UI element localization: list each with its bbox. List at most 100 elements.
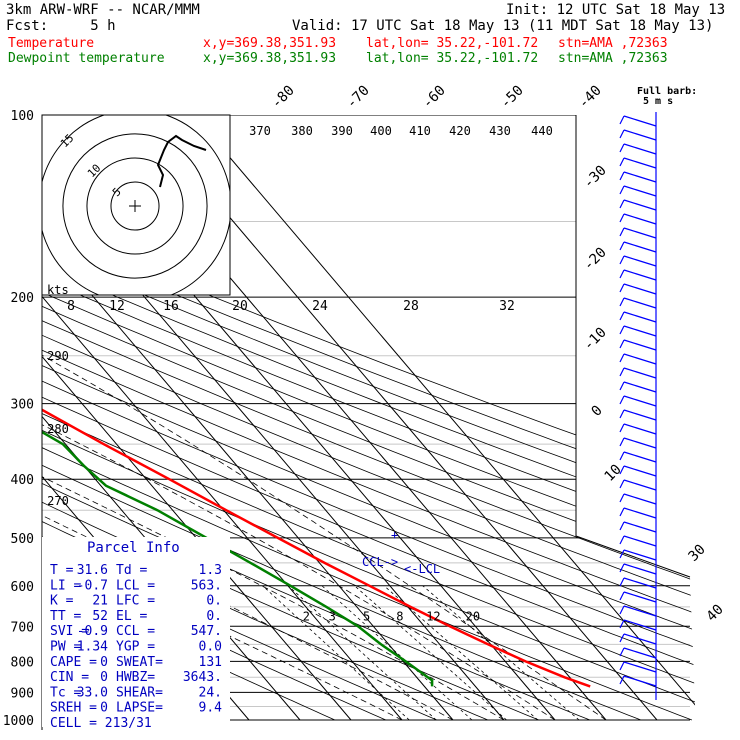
parcel-info-value: 0.	[206, 609, 222, 624]
isotherm-label: 0	[589, 403, 606, 420]
dry-adiabat-label: 290	[47, 349, 69, 363]
parcel-info-label: YGP =	[116, 640, 155, 655]
parcel-info-label: EL =	[116, 609, 147, 624]
wind-barb	[619, 549, 657, 561]
wind-barb-flag	[619, 339, 625, 349]
wind-barb-flag	[619, 283, 625, 293]
model-title: 3km ARW-WRF -- NCAR/MMM	[6, 2, 200, 18]
wind-barb	[619, 395, 657, 407]
isotherm-label: -30	[581, 163, 610, 192]
wind-barb	[619, 171, 657, 183]
wind-barb	[619, 423, 657, 435]
wind-barb	[619, 311, 657, 323]
parcel-info-label: T =	[50, 563, 74, 578]
wind-barb-flag	[619, 199, 625, 209]
wind-barb-shaft	[623, 353, 657, 365]
wind-barb	[619, 437, 657, 449]
wind-barb	[619, 675, 657, 687]
parcel-info-label: SVI =	[50, 624, 89, 639]
dry-adiabat-line	[42, 115, 336, 721]
dry-adiabat-line	[42, 115, 642, 721]
wind-barb	[619, 339, 657, 351]
dewpoint-profile-line	[42, 115, 434, 687]
dry-adiabat-line	[42, 115, 696, 721]
wind-barb-shaft	[623, 465, 657, 477]
legend-dewpoint-stn: stn=AMA ,72363	[558, 51, 668, 66]
wind-barb-shaft	[623, 633, 657, 645]
wind-barb-shaft	[623, 605, 657, 617]
wind-barb-flag	[619, 437, 625, 447]
wind-barb-shaft	[623, 521, 657, 533]
parcel-info-label: TT =	[50, 609, 81, 624]
wind-barb	[619, 619, 657, 631]
wind-barb-shaft	[623, 493, 657, 505]
parcel-info-label: SREH =	[50, 701, 97, 716]
wind-barb-shaft	[623, 339, 657, 351]
ccl-marker: CCL->	[362, 555, 398, 569]
isotherm-line	[42, 115, 403, 721]
sounding-profiles	[42, 115, 591, 688]
wind-barb-shaft	[623, 199, 657, 211]
isotherm-line	[42, 115, 454, 721]
parcel-info-box: Parcel Info T = 31.6 Td = 1.3 LI =-0.7 LCL = 56…	[42, 537, 230, 731]
legend-temperature-stn: stn=AMA ,72363	[558, 36, 668, 51]
isotherm-line	[42, 115, 352, 721]
wind-barb-flag	[619, 591, 625, 601]
wind-barb-flag	[619, 423, 625, 433]
wind-barb-shaft	[623, 395, 657, 407]
wind-barb	[619, 577, 657, 589]
wind-barb	[619, 451, 657, 463]
wind-barb	[619, 143, 657, 155]
wind-barb	[619, 465, 657, 477]
parcel-info-value: 24.	[199, 685, 222, 700]
wind-barb-flag	[619, 185, 625, 195]
wind-barb-flag	[619, 563, 625, 573]
mixing-ratio-label: 5	[363, 609, 370, 623]
wind-barb	[619, 185, 657, 197]
dry-adiabat-line	[42, 115, 696, 721]
theta-label: 400	[370, 124, 392, 138]
wind-barb-flag	[619, 297, 625, 307]
wind-barb-shaft	[623, 479, 657, 491]
hodograph-ring	[62, 133, 208, 279]
wind-barb-shaft	[623, 115, 657, 127]
dry-adiabat-label: 270	[47, 494, 69, 508]
wind-barb	[619, 661, 657, 673]
wind-barb-shaft	[623, 577, 657, 589]
parcel-info-value: 9.4	[199, 701, 223, 716]
parcel-info-label: CCL =	[116, 624, 155, 639]
dry-adiabat-label: 280	[47, 422, 69, 436]
wind-barb-shaft	[623, 171, 657, 183]
theta-label: 430	[489, 124, 511, 138]
theta-label: 390	[331, 124, 353, 138]
theta-label: 420	[449, 124, 471, 138]
parcel-info-label: LFC =	[116, 594, 155, 609]
isotherm-label: -50	[498, 83, 527, 112]
wind-barb	[619, 535, 657, 547]
wind-barb	[619, 157, 657, 169]
wind-barb-shaft	[623, 675, 657, 687]
moist-adiabat-line	[42, 296, 454, 721]
full-barb-value: 5 m s	[643, 96, 673, 107]
wind-barb-shaft	[623, 381, 657, 393]
dry-adiabat-line	[42, 115, 696, 721]
wind-barb-flag	[619, 479, 625, 489]
dry-adiabat-line	[42, 115, 693, 721]
wind-barb-shaft	[623, 325, 657, 337]
wind-barb-flag	[619, 311, 625, 321]
wind-barb	[619, 479, 657, 491]
parcel-info-label: Tc =	[50, 685, 81, 700]
speed-tick-label: 20	[232, 299, 248, 314]
isotherm-label: -70	[344, 83, 373, 112]
parcel-info-label: CAPE =	[50, 655, 97, 670]
legend-dewpoint-latlon: lat,lon= 35.22,-101.72	[366, 51, 539, 66]
wind-barb-flag	[619, 325, 625, 335]
speed-tick-label: 32	[499, 299, 515, 314]
pressure-tick-label: 400	[11, 473, 34, 488]
wind-barb-flag	[619, 353, 625, 363]
wind-barb	[619, 591, 657, 603]
speed-tick-label: 28	[403, 299, 419, 314]
theta-label: 370	[249, 124, 271, 138]
wind-barb-shaft	[623, 647, 657, 659]
